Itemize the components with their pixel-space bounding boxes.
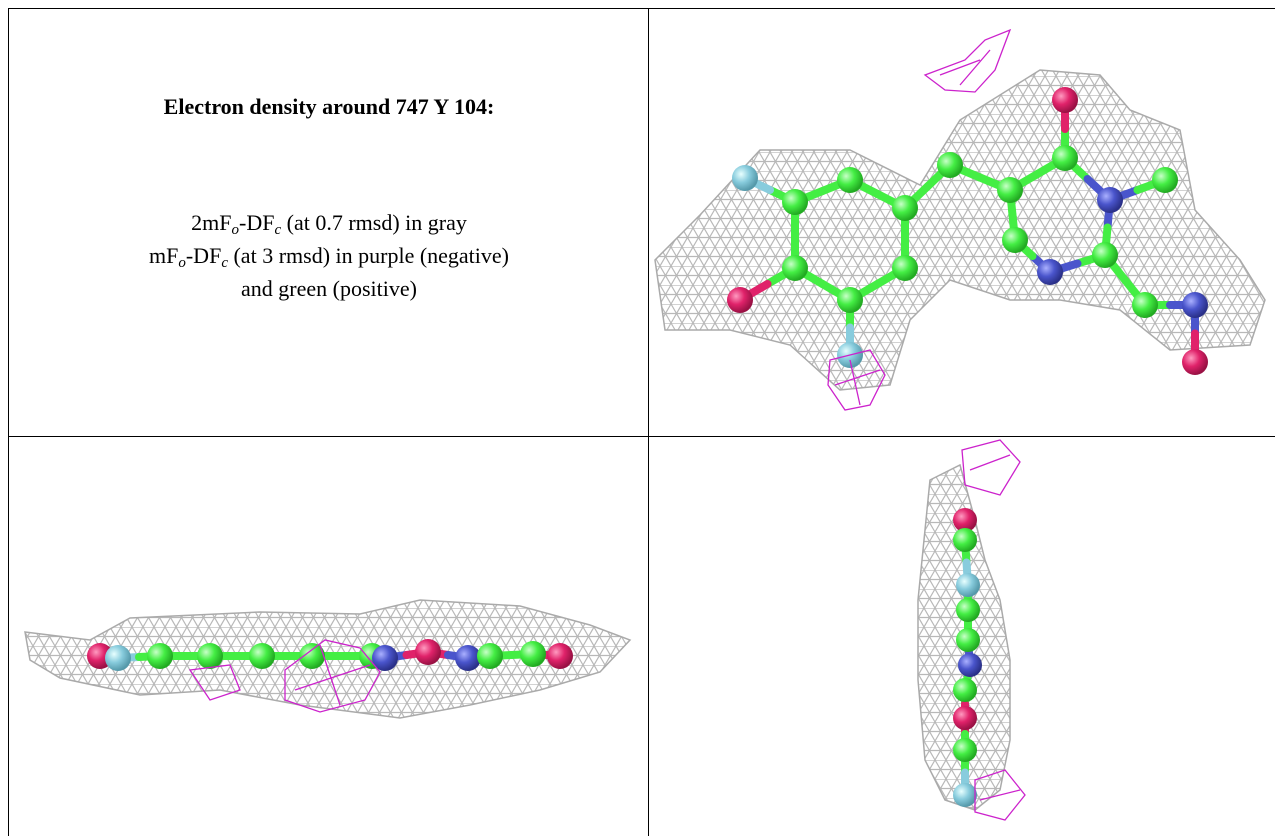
atom: [1097, 187, 1123, 213]
text: and green (positive): [241, 276, 417, 301]
difference-mesh: [284, 639, 381, 713]
atom: [937, 152, 963, 178]
atom: [249, 643, 275, 669]
atom: [782, 189, 808, 215]
caption-line: 2mFo-DFc (at 0.7 rmsd) in gray: [10, 206, 648, 239]
table-borders: [8, 8, 1275, 836]
difference-mesh: [961, 439, 1021, 496]
caption-line: mFo-DFc (at 3 rmsd) in purple (negative): [10, 239, 648, 272]
caption: 2mFo-DFc (at 0.7 rmsd) in gray mFo-DFc (a…: [10, 206, 648, 305]
atom: [956, 598, 980, 622]
atom: [997, 177, 1023, 203]
atom: [732, 165, 758, 191]
subscript: o: [178, 255, 186, 271]
molecule-renderings: [24, 28, 1266, 821]
caption-line: and green (positive): [10, 272, 648, 305]
atom: [1182, 349, 1208, 375]
subscript: c: [274, 222, 282, 238]
atom: [520, 641, 546, 667]
atom: [727, 287, 753, 313]
atom: [958, 653, 982, 677]
atom: [1152, 167, 1178, 193]
atom: [892, 195, 918, 221]
atom: [455, 645, 481, 671]
difference-mesh: [974, 769, 1026, 821]
difference-mesh: [827, 349, 886, 411]
atom: [1092, 242, 1118, 268]
subscript: o: [231, 222, 240, 238]
subscript: c: [221, 255, 228, 271]
atom: [953, 678, 977, 702]
atom: [953, 706, 977, 730]
atom: [953, 528, 977, 552]
atom: [956, 573, 980, 597]
atom: [197, 643, 223, 669]
atom: [953, 738, 977, 762]
atom: [1132, 292, 1158, 318]
atom: [1052, 145, 1078, 171]
difference-mesh: [923, 28, 1012, 93]
text: mF: [149, 243, 179, 268]
title: Electron density around 747 Y 104:: [163, 94, 495, 119]
atom: [147, 643, 173, 669]
atom: [547, 643, 573, 669]
atom: [477, 643, 503, 669]
atom: [837, 167, 863, 193]
atom: [372, 645, 398, 671]
atom: [953, 508, 977, 532]
atom: [299, 643, 325, 669]
atom: [956, 628, 980, 652]
atom: [1052, 87, 1078, 113]
atom: [415, 639, 441, 665]
atom: [953, 783, 977, 807]
atom: [105, 645, 131, 671]
atom: [892, 255, 918, 281]
density-mesh: [654, 69, 1266, 391]
text: 2mF: [191, 210, 232, 235]
text: -DF: [185, 243, 222, 268]
text: (at 3 rmsd) in purple (negative): [227, 243, 509, 268]
text: -DF: [239, 210, 275, 235]
atom: [1002, 227, 1028, 253]
atom: [1037, 259, 1063, 285]
atom: [837, 287, 863, 313]
atom: [782, 255, 808, 281]
difference-mesh: [188, 664, 241, 701]
atom: [1182, 292, 1208, 318]
text: (at 0.7 rmsd) in gray: [281, 210, 467, 235]
